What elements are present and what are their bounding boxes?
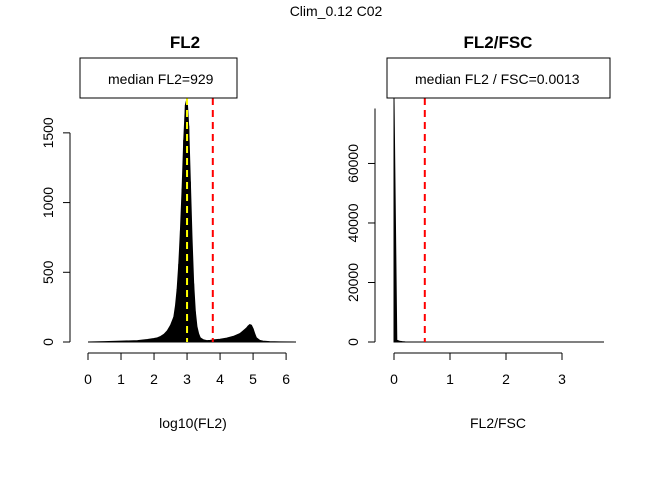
panel-fl2-fsc-histogram (393, 97, 604, 343)
panel-fl2-histogram (87, 97, 297, 343)
panel-fl2-fsc-legend-text: median FL2 / FSC=0.0013 (415, 71, 580, 87)
x-tick-label: 1 (446, 371, 454, 387)
panel-fl2-x-axis: 0 1 2 3 4 5 6 (84, 352, 290, 387)
x-tick-label: 2 (502, 371, 510, 387)
x-tick-label: 2 (150, 371, 158, 387)
panel-fl2-x-label: log10(FL2) (159, 415, 227, 431)
x-tick-label: 4 (216, 371, 224, 387)
y-tick-label: 40000 (345, 203, 361, 242)
y-tick-label: 500 (40, 260, 56, 284)
x-tick-label: 1 (117, 371, 125, 387)
y-tick-label: 1000 (40, 187, 56, 218)
panel-fl2-y-axis: 0 500 1000 1500 (40, 117, 71, 346)
panel-fl2-fsc-legend-box (386, 57, 611, 99)
x-tick-label: 3 (183, 371, 191, 387)
panel-fl2-fsc-title: FL2/FSC (464, 33, 533, 52)
panel-fl2-title: FL2 (170, 33, 200, 52)
panel-fl2-fsc-x-axis: 0 1 2 3 (390, 352, 566, 387)
panel-fl2-legend: median FL2=929 (79, 57, 238, 99)
x-tick-label: 6 (282, 371, 290, 387)
y-tick-label: 1500 (40, 117, 56, 148)
x-tick-label: 5 (249, 371, 257, 387)
figure-title: Clim_0.12 C02 (290, 3, 383, 19)
y-tick-label: 60000 (345, 144, 361, 183)
x-tick-label: 0 (390, 371, 398, 387)
panel-fl2-fsc-x-label: FL2/FSC (470, 415, 526, 431)
panel-fl2-legend-text: median FL2=929 (108, 71, 214, 87)
y-tick-label: 20000 (345, 263, 361, 302)
x-tick-label: 0 (84, 371, 92, 387)
panel-fl2-legend-box (79, 57, 238, 99)
panel-fl2-fsc: FL2/FSC 0 1 2 3 0 20000 40000 60000 median FL2… (345, 33, 611, 431)
y-tick-label: 0 (40, 338, 56, 346)
y-tick-label: 0 (345, 338, 361, 346)
panel-fl2-fsc-y-axis: 0 20000 40000 60000 (345, 108, 376, 346)
x-tick-label: 3 (558, 371, 566, 387)
panel-fl2-fsc-legend: median FL2 / FSC=0.0013 (386, 57, 611, 99)
